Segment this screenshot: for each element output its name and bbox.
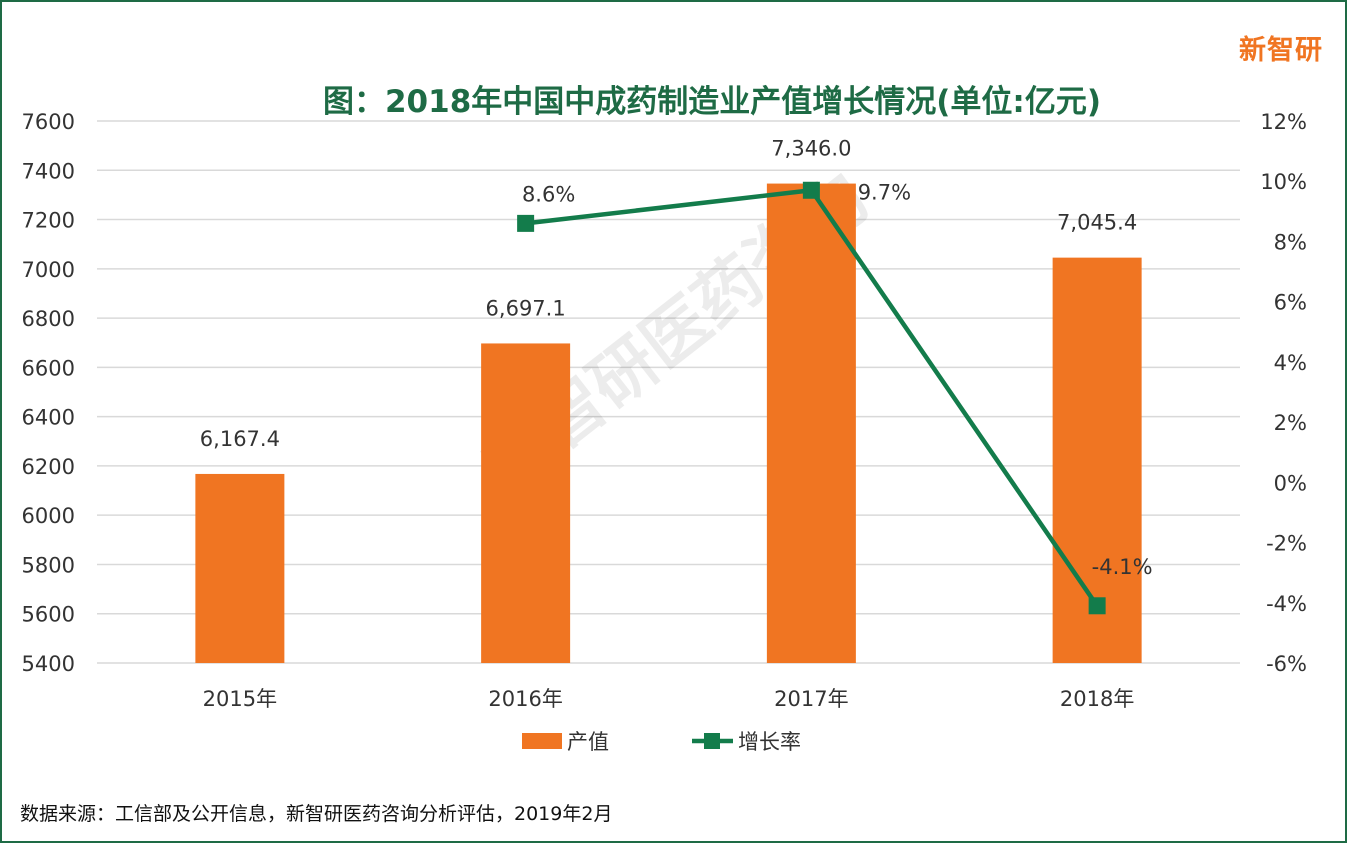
- source-note: 数据来源：工信部及公开信息，新智研医药咨询分析评估，2019年2月: [20, 803, 613, 825]
- y-left-tick-label: 6200: [22, 455, 75, 479]
- y-left-tick-label: 6400: [22, 406, 75, 430]
- growth-value-label: -4.1%: [1092, 555, 1153, 579]
- bar: [1052, 257, 1142, 663]
- growth-marker: [802, 181, 820, 199]
- y-left-tick-label: 6800: [22, 307, 75, 331]
- y-right-tick-label: 12%: [1260, 110, 1307, 134]
- legend-line-label: 增长率: [738, 730, 801, 754]
- bar-series: [195, 183, 1142, 664]
- y-right-tick-label: 2%: [1274, 411, 1307, 435]
- legend-bar-swatch: [522, 733, 562, 749]
- y-left-tick-label: 7600: [22, 110, 75, 134]
- y-left-tick-label: 7200: [22, 209, 75, 233]
- x-tick-label: 2017年: [774, 687, 848, 711]
- x-tick-label: 2016年: [488, 687, 562, 711]
- y-right-tick-label: -4%: [1266, 592, 1307, 616]
- y-right-tick-label: 8%: [1274, 230, 1307, 254]
- y-right-tick-label: 4%: [1274, 351, 1307, 375]
- chart-title: 图：2018年中国中成药制造业产值增长情况(单位:亿元): [322, 84, 1101, 120]
- y-left-tick-label: 5400: [22, 652, 75, 676]
- y-right-tick-label: -2%: [1266, 532, 1307, 556]
- y-left-tick-label: 5600: [22, 603, 75, 627]
- bar-value-label: 7,045.4: [1057, 211, 1137, 235]
- y-left-tick-label: 6000: [22, 504, 75, 528]
- y-right-tick-label: 10%: [1260, 170, 1307, 194]
- growth-value-label: 9.7%: [858, 180, 911, 204]
- bar: [195, 473, 285, 663]
- bar: [766, 183, 856, 664]
- y-right-tick-label: 0%: [1274, 471, 1307, 495]
- axes: 7600 7400 7200 7000 6800 6600 6400 6200 6000 5800…: [22, 110, 1307, 711]
- brand-logo: 新智研: [1239, 35, 1323, 66]
- bar-value-label: 7,346.0: [771, 137, 851, 161]
- x-tick-label: 2015年: [203, 687, 277, 711]
- y-right-tick-label: -6%: [1266, 652, 1307, 676]
- y-left-tick-label: 5800: [22, 553, 75, 577]
- legend-line-marker: [704, 733, 720, 749]
- bar-value-label: 6,697.1: [486, 296, 566, 320]
- bar: [481, 343, 571, 663]
- y-left-tick-label: 7400: [22, 159, 75, 183]
- bar-value-label: 6,167.4: [200, 427, 280, 451]
- grid-lines: [97, 120, 1240, 664]
- growth-value-label: 8.6%: [522, 182, 575, 206]
- y-right-tick-label: 6%: [1274, 291, 1307, 315]
- legend-bar-label: 产值: [567, 730, 609, 754]
- y-left-tick-label: 6600: [22, 356, 75, 380]
- x-tick-label: 2018年: [1060, 687, 1134, 711]
- growth-marker: [1088, 597, 1106, 615]
- legend: 产值 增长率: [522, 730, 801, 754]
- line-series: [517, 181, 1106, 615]
- data-labels: 6,167.4 6,697.1 7,346.0 7,045.4 8.6% 9.7% -4.1…: [200, 137, 1153, 579]
- y-left-tick-label: 7000: [22, 258, 75, 282]
- growth-marker: [517, 214, 535, 232]
